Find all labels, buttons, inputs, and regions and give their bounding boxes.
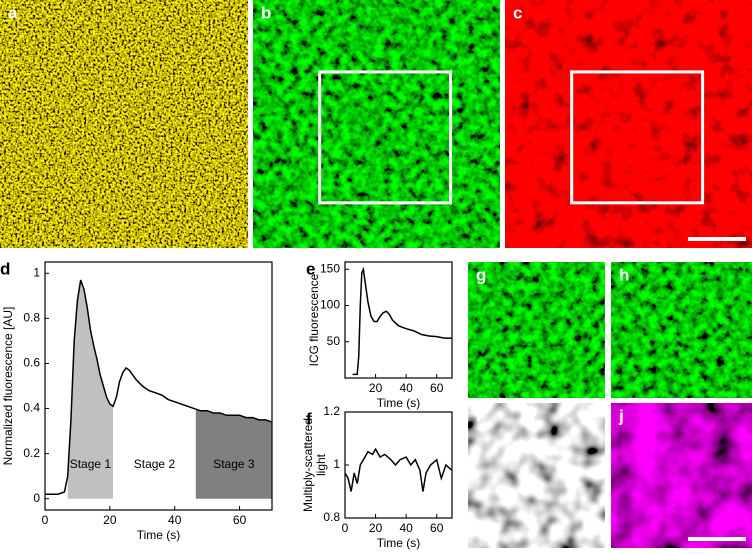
data-line <box>352 266 452 376</box>
y-tick-label: 100 <box>320 298 340 312</box>
image-yellow <box>0 0 248 248</box>
roi-box <box>318 70 453 205</box>
x-tick-label: 60 <box>233 513 247 527</box>
x-tick-label: 20 <box>369 381 383 395</box>
y-tick-label: 50 <box>327 334 341 348</box>
panel-label: b <box>261 3 271 22</box>
x-tick-label: 20 <box>369 521 383 535</box>
y-tick-label: 150 <box>320 261 340 275</box>
y-tick-label: 0.8 <box>323 510 340 524</box>
image-magenta <box>611 403 752 548</box>
stage-label: Stage 1 <box>70 457 112 471</box>
panel-label: e <box>306 259 315 278</box>
roi-box <box>570 70 705 205</box>
stage-label: Stage 3 <box>213 457 255 471</box>
y-tick-label: 0.8 <box>23 311 40 325</box>
y-tick-label: 1.2 <box>323 404 340 418</box>
x-tick-label: 40 <box>399 381 413 395</box>
data-line <box>344 447 453 492</box>
scale-bar <box>688 237 746 241</box>
panel-label: i <box>476 406 481 425</box>
x-tick-label: 60 <box>430 521 444 535</box>
x-axis-label: Time (s) <box>137 528 181 542</box>
panel-label: j <box>618 406 624 425</box>
panel-label: d <box>0 259 10 278</box>
stage-area <box>67 280 114 499</box>
panel-label: g <box>476 265 486 284</box>
panel-label: h <box>619 265 629 284</box>
x-axis-label: Time (s) <box>377 396 421 410</box>
scale-bar <box>688 537 746 541</box>
image-gray <box>468 403 605 548</box>
x-tick-label: 60 <box>430 381 444 395</box>
y-tick-label: 1 <box>333 457 340 471</box>
x-tick-label: 40 <box>168 513 182 527</box>
y-tick-label: 0 <box>33 491 40 505</box>
stage-area <box>195 409 272 499</box>
x-tick-label: 40 <box>399 521 413 535</box>
panel-label: f <box>306 409 312 428</box>
y-tick-label: 0.2 <box>23 446 40 460</box>
panel-label: a <box>8 3 18 22</box>
x-tick-label: 0 <box>42 513 49 527</box>
y-tick-label: 1 <box>33 265 40 279</box>
data-line <box>45 279 273 495</box>
image-green <box>468 262 605 398</box>
y-axis-label: ICG fluorescence <box>307 273 321 367</box>
y-tick-label: 0.4 <box>23 401 40 415</box>
stage-label: Stage 2 <box>134 457 176 471</box>
x-axis-label: Time (s) <box>377 536 421 550</box>
panel-label: c <box>513 3 522 22</box>
plot-frame <box>44 261 273 511</box>
x-tick-label: 20 <box>103 513 117 527</box>
y-tick-label: 0.6 <box>23 356 40 370</box>
plot-frame <box>344 261 453 379</box>
x-tick-label: 0 <box>342 521 349 535</box>
image-red <box>505 0 752 248</box>
stage-area <box>113 367 196 499</box>
y-axis-label: Normalized fluorescence [AU] <box>1 306 15 466</box>
y-axis-label: Multiply-scattered light <box>301 417 328 513</box>
image-green <box>253 0 500 248</box>
image-green <box>611 262 752 398</box>
